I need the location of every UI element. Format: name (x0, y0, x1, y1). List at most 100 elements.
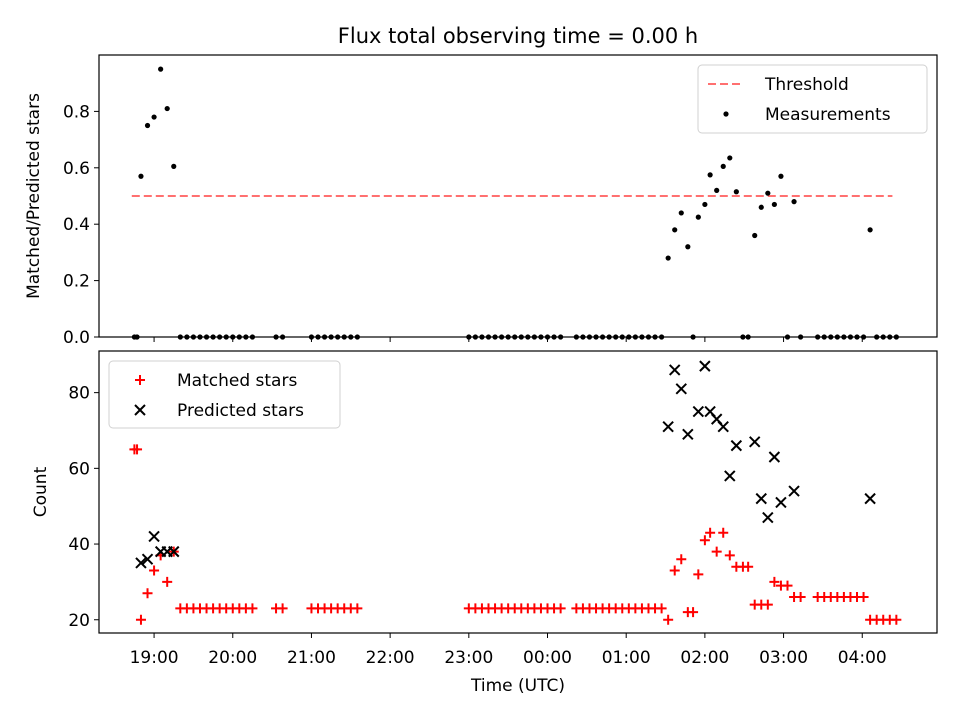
matched-star-point (724, 550, 735, 561)
measurement-point (639, 334, 645, 340)
matched-star-point (149, 565, 160, 576)
measurement-point (707, 172, 713, 178)
measurement-point (847, 334, 854, 340)
x-axis-label: Time (UTC) (470, 676, 565, 696)
measurement-point (720, 163, 726, 169)
predicted-star-point (135, 557, 147, 569)
measurement-point (593, 334, 599, 340)
y-tick-label: 0.8 (63, 102, 90, 122)
predicted-star-point (768, 451, 781, 463)
measurement-point (685, 244, 691, 250)
measurement-point (531, 334, 537, 340)
predicted-star-point (692, 405, 705, 418)
y-tick-label: 20 (68, 611, 90, 631)
measurement-point (665, 255, 671, 261)
predicted-star-point (682, 428, 694, 440)
legend: Matched stars Predicted stars (108, 360, 341, 429)
measurement-point (880, 334, 886, 340)
matched-star-point (858, 592, 869, 603)
measurement-point (714, 187, 720, 193)
measurement-point (573, 334, 579, 340)
measurement-point (164, 105, 170, 112)
predicted-star-point (662, 420, 674, 433)
predicted-star-point (762, 511, 774, 524)
measurement-point (203, 334, 210, 340)
y-tick-label: 0.2 (63, 272, 90, 292)
matched-star-point (663, 614, 674, 625)
matched-star-point (891, 614, 902, 625)
matched-star-point (688, 607, 699, 618)
predicted-star-point (730, 439, 743, 452)
measurement-point (151, 114, 157, 120)
measurement-point (230, 334, 236, 340)
y-tick-label: 0.4 (63, 215, 90, 235)
predicted-star-point (749, 436, 761, 448)
measurement-point (551, 334, 557, 340)
predicted-star-point (675, 383, 687, 395)
predicted-star-point (148, 530, 160, 543)
measurement-point (619, 334, 625, 340)
measurement-point (492, 334, 498, 340)
matched-star-point (669, 565, 680, 576)
measurement-point (893, 334, 899, 340)
x-tick-label: 23:00 (444, 648, 493, 668)
predicted-star-point (141, 553, 154, 565)
measurement-point (328, 334, 334, 340)
measurement-point (518, 334, 524, 340)
measurement-point (466, 334, 472, 340)
measurement-point (606, 334, 612, 340)
predicted-star-point (168, 545, 180, 558)
measurement-point (315, 334, 321, 340)
legend-measurement-swatch (723, 111, 729, 117)
measurement-point (177, 334, 183, 340)
matched-star-point (762, 599, 773, 610)
y-axis-label: Count (31, 466, 51, 517)
legend-label: Predicted stars (177, 401, 304, 421)
measurement-point (821, 334, 827, 340)
measurement-point (308, 334, 315, 340)
measurement-point (580, 334, 586, 340)
matched-star-point (656, 603, 667, 614)
measurement-point (745, 334, 751, 340)
measurement-point (499, 334, 505, 340)
measurement-point (828, 334, 834, 340)
measurement-point (138, 173, 144, 179)
plot-frame (98, 350, 938, 634)
y-axis-label: Matched/Predicted stars (24, 93, 44, 299)
measurement-point (626, 334, 632, 340)
measurement-point (505, 334, 511, 340)
legend-label: Measurements (765, 105, 891, 125)
y-tick-label: 40 (68, 535, 90, 555)
y-tick-label: 0.6 (63, 159, 90, 179)
matched-star-point (162, 576, 173, 587)
measurement-point (472, 334, 478, 340)
measurement-point (860, 334, 867, 340)
measurement-point (695, 214, 701, 220)
measurement-point (544, 334, 551, 340)
measurement-point (727, 155, 733, 161)
measurement-point (765, 190, 771, 196)
measurement-point (273, 334, 279, 340)
predicted-star-point (788, 485, 800, 497)
measurement-point (874, 334, 880, 340)
legend-label: Matched stars (177, 371, 297, 391)
top-panel: 0.0 0.2 0.4 0.6 0.8 Matched/Predicted stars Th… (24, 54, 938, 348)
x-tick-label: 21:00 (287, 648, 336, 668)
measurement-point (243, 334, 249, 340)
matched-star-point (676, 554, 687, 565)
predicted-star-point (775, 496, 787, 509)
matched-star-point (277, 603, 288, 614)
measurement-point (752, 232, 758, 239)
predicted-star-point (755, 492, 767, 505)
measurement-point (236, 334, 242, 340)
measurement-point (158, 66, 164, 72)
y-tick-label: 60 (68, 459, 90, 479)
x-tick-label: 19:00 (130, 648, 179, 668)
predicted-star-point (669, 364, 681, 376)
measurement-point (223, 334, 229, 340)
matched-star-point (705, 527, 716, 538)
matched-star-point (718, 527, 729, 538)
matched-star-point (555, 603, 566, 614)
measurement-point (479, 334, 485, 340)
